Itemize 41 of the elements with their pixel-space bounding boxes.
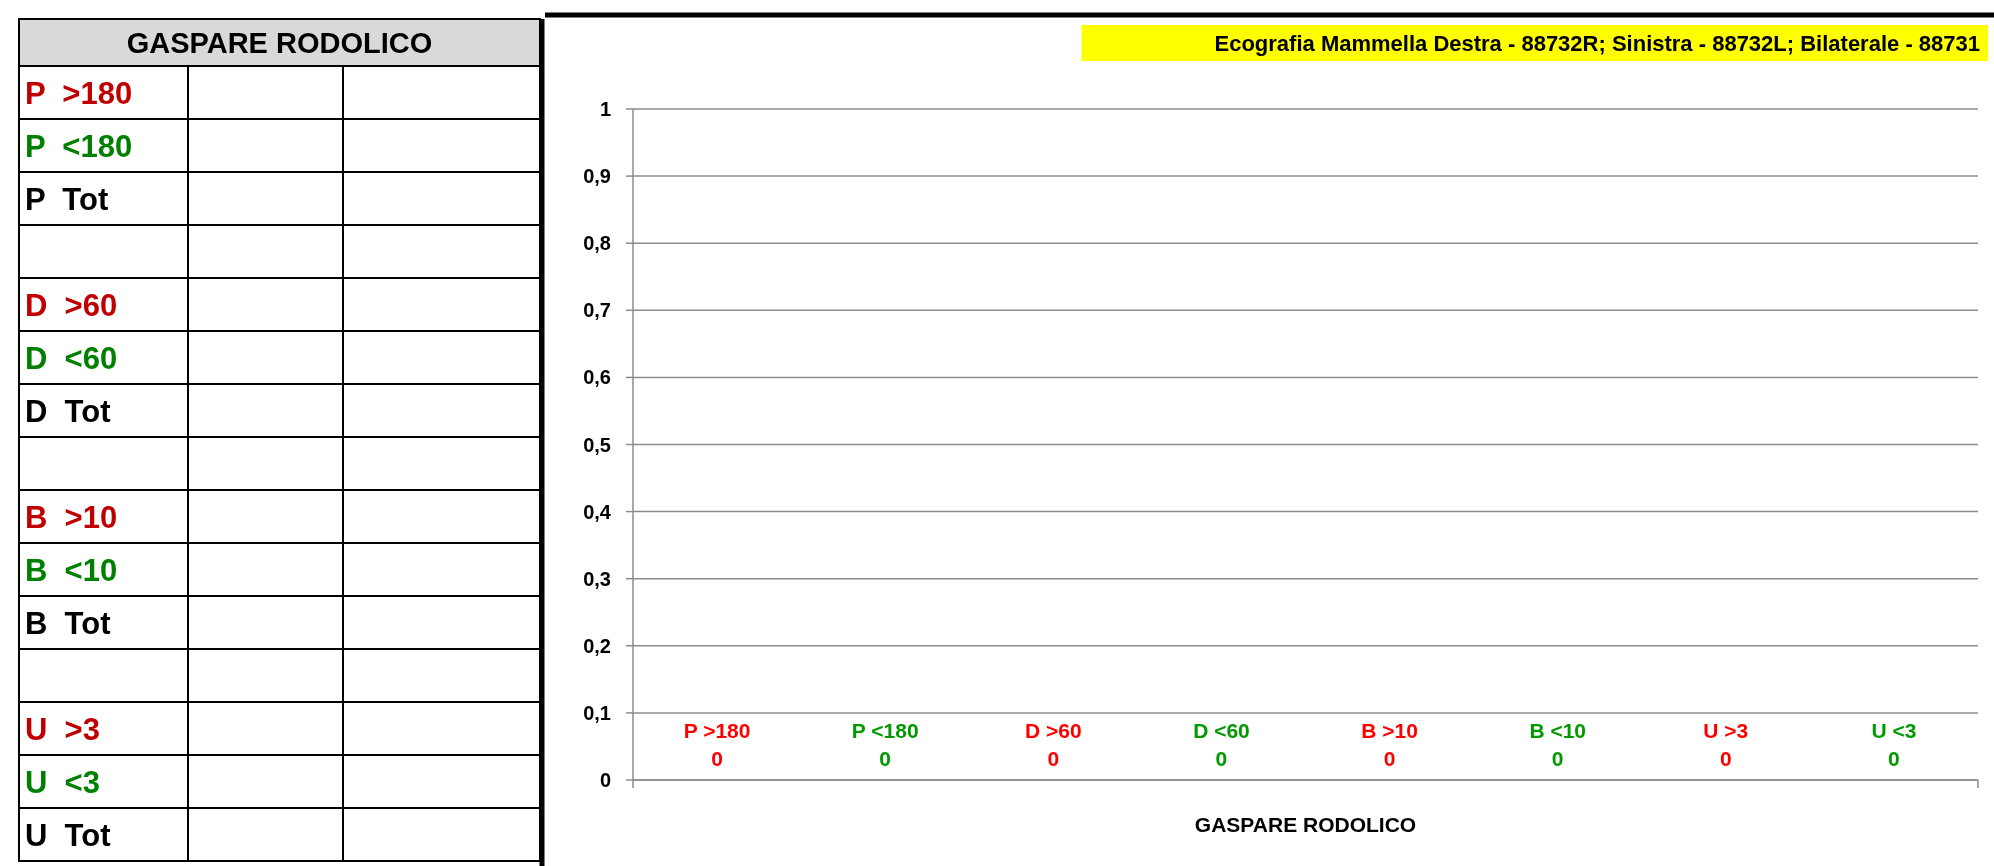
chart-title: Ecografia Mammella Destra - 88732R; Sinistra - 88732L; Bilaterale - 88731 xyxy=(1214,31,1980,56)
x-tick-label: B >10 xyxy=(1361,719,1418,742)
x-tick-label: U <3 xyxy=(1871,719,1917,742)
x-tick-label: D <60 xyxy=(1193,719,1250,742)
x-tick-label: B <10 xyxy=(1529,719,1586,742)
y-tick-label: 0,9 xyxy=(583,165,611,188)
y-tick-label: 0,3 xyxy=(583,567,611,590)
y-tick-label: 0,7 xyxy=(583,299,611,322)
data-label: 0 xyxy=(1215,747,1228,770)
category-label: P <180 xyxy=(25,128,133,164)
category-label: D >60 xyxy=(25,287,118,323)
x-axis-title: GASPARE RODOLICO xyxy=(1194,813,1417,836)
y-tick-label: 0,8 xyxy=(583,232,611,255)
data-label: 0 xyxy=(1719,747,1732,770)
y-tick-label: 0,1 xyxy=(583,701,611,724)
data-label: 0 xyxy=(1888,747,1900,770)
data-label: 0 xyxy=(711,747,723,770)
data-label: 0 xyxy=(1383,747,1396,770)
x-tick-label: P <180 xyxy=(851,719,919,742)
x-tick-label: U >3 xyxy=(1703,719,1749,742)
category-label: B Tot xyxy=(25,605,111,641)
data-label: 0 xyxy=(1551,747,1564,770)
y-tick-label: 0,2 xyxy=(583,634,611,657)
y-tick-label: 0,4 xyxy=(583,500,612,523)
x-tick-label: D >60 xyxy=(1025,719,1082,742)
y-tick-label: 1 xyxy=(599,98,611,120)
data-label: 0 xyxy=(1047,747,1060,770)
y-tick-label: 0,6 xyxy=(583,366,611,389)
category-label: P >180 xyxy=(25,75,133,111)
category-label: B <10 xyxy=(25,552,118,588)
text: GASPARE RODOLICO xyxy=(126,26,433,59)
category-label: U <3 xyxy=(25,764,100,800)
data-label: 0 xyxy=(879,747,892,770)
y-tick-label: 0,5 xyxy=(583,433,611,456)
x-tick-label: P >180 xyxy=(683,719,751,742)
category-label: B >10 xyxy=(25,499,118,535)
category-label: D Tot xyxy=(25,393,111,429)
category-label: P Tot xyxy=(25,181,109,217)
y-tick-label: 0 xyxy=(599,769,611,791)
category-label: D <60 xyxy=(25,340,118,376)
category-label: U Tot xyxy=(25,817,111,853)
